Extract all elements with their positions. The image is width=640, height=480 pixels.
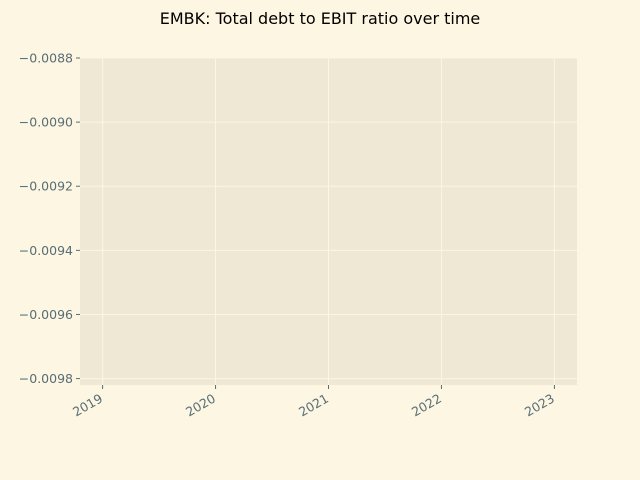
y-tick-label: −0.0088 — [19, 51, 73, 66]
grid-lines — [80, 57, 577, 385]
y-axis-ticks: −0.0088 −0.0090 −0.0092 −0.0094 −0.0096 −0.00… — [19, 51, 80, 386]
x-axis-ticks: 2019 2020 2021 2022 2023 — [70, 385, 557, 420]
y-tick-label: −0.0098 — [19, 371, 73, 386]
x-tick-label: 2021 — [296, 391, 331, 420]
y-tick-label: −0.0092 — [19, 179, 73, 194]
x-tick-label: 2020 — [183, 391, 218, 420]
x-tick-label: 2022 — [409, 391, 444, 420]
x-tick-label: 2019 — [70, 391, 105, 420]
y-tick-label: −0.0090 — [19, 115, 73, 130]
y-tick-label: −0.0094 — [19, 243, 73, 258]
y-tick-label: −0.0096 — [19, 307, 73, 322]
x-tick-label: 2023 — [522, 391, 557, 420]
chart-title: EMBK: Total debt to EBIT ratio over time — [160, 9, 481, 28]
